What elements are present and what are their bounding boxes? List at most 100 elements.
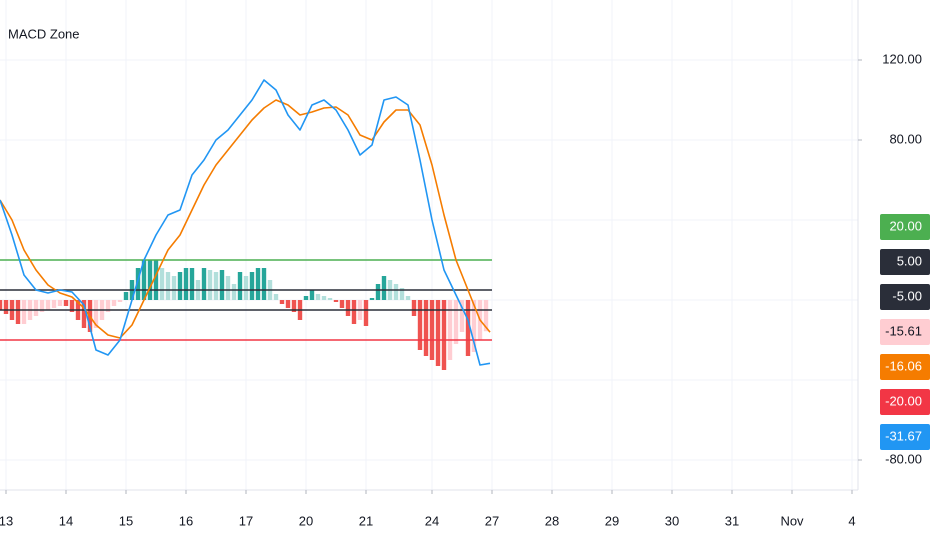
histogram-bar xyxy=(345,300,351,316)
histogram-bar xyxy=(243,276,249,300)
histogram-bar xyxy=(57,300,63,306)
price-label: 20.00 xyxy=(889,218,922,233)
grid xyxy=(0,0,858,490)
histogram-bar xyxy=(459,300,465,332)
price-label-box xyxy=(880,249,930,275)
histogram-bar xyxy=(45,300,51,310)
x-tick-label: 20 xyxy=(299,513,313,528)
histogram-bar xyxy=(435,300,441,366)
y-tick-label: 120.00 xyxy=(882,51,922,66)
price-label: 5.00 xyxy=(897,253,922,268)
price-label-box xyxy=(880,354,930,380)
histogram-bar xyxy=(363,300,369,326)
histogram-bar xyxy=(279,300,285,304)
histogram-bar xyxy=(237,272,243,300)
histogram-bar xyxy=(123,292,129,300)
histogram-bar xyxy=(255,268,261,300)
histogram-bar xyxy=(15,300,21,324)
histogram-bar xyxy=(327,298,333,300)
histogram-bar xyxy=(261,268,267,300)
histogram-bar xyxy=(93,300,99,328)
histogram-bar xyxy=(441,300,447,370)
histogram-bar xyxy=(423,300,429,356)
histogram-bar xyxy=(285,300,291,308)
x-tick-label: 14 xyxy=(59,513,73,528)
histogram-bar xyxy=(303,296,309,300)
price-label: -20.00 xyxy=(885,393,922,408)
histogram-bar xyxy=(3,300,9,314)
x-tick-label: 13 xyxy=(0,513,13,528)
x-tick-label: 27 xyxy=(485,513,499,528)
histogram-bar xyxy=(249,272,255,300)
histogram-bar xyxy=(393,284,399,300)
histogram-bar xyxy=(453,300,459,344)
histogram-bar xyxy=(405,296,411,300)
y-tick-label: 80.00 xyxy=(889,131,922,146)
histogram-bar xyxy=(81,300,87,328)
price-label: -15.61 xyxy=(885,323,922,338)
histogram-bar xyxy=(165,272,171,300)
x-tick-label: 15 xyxy=(119,513,133,528)
histogram-bar xyxy=(411,300,417,316)
series-line xyxy=(0,79,491,366)
histogram-bar xyxy=(39,300,45,312)
histogram-bar xyxy=(471,300,477,352)
histogram-bar xyxy=(369,298,375,300)
histogram-bar xyxy=(309,290,315,300)
price-label: -5.00 xyxy=(892,288,922,303)
price-label-box xyxy=(880,389,930,415)
histogram-bar xyxy=(183,268,189,300)
histogram-bar xyxy=(177,272,183,300)
histogram-bar xyxy=(483,300,489,332)
x-tick-label: 21 xyxy=(359,513,373,528)
histogram-bar xyxy=(417,300,423,350)
plot xyxy=(0,79,492,370)
histogram-bar xyxy=(333,300,339,302)
x-tick-label: 24 xyxy=(425,513,439,528)
histogram-bar xyxy=(153,260,159,300)
histogram-bar xyxy=(399,288,405,300)
histogram-bar xyxy=(111,300,117,306)
price-label-box xyxy=(880,319,930,345)
histogram-bar xyxy=(147,260,153,300)
histogram-bar xyxy=(159,268,165,300)
histogram-bar xyxy=(219,270,225,300)
histogram-bar xyxy=(447,300,453,360)
histogram-bar xyxy=(429,300,435,360)
price-label-box xyxy=(880,424,930,450)
histogram-bar xyxy=(375,284,381,300)
histogram-bar xyxy=(33,300,39,316)
price-label-box xyxy=(880,214,930,240)
histogram-bar xyxy=(0,300,3,310)
histogram-bar xyxy=(51,300,57,308)
histogram-bar xyxy=(207,270,213,300)
x-tick-label: 4 xyxy=(848,513,855,528)
x-tick-label: 30 xyxy=(665,513,679,528)
histogram-bar xyxy=(171,276,177,300)
histogram-bar xyxy=(273,294,279,300)
x-tick-label: 28 xyxy=(545,513,559,528)
x-tick-label: 31 xyxy=(725,513,739,528)
histogram-bar xyxy=(117,300,123,302)
histogram-bar xyxy=(189,268,195,300)
histogram-bar xyxy=(141,260,147,300)
histogram-bar xyxy=(231,284,237,300)
histogram-bar xyxy=(21,300,27,324)
x-tick-label: 29 xyxy=(605,513,619,528)
histogram-bar xyxy=(465,300,471,356)
histogram-bar xyxy=(351,300,357,324)
price-label: -16.06 xyxy=(885,358,922,373)
histogram-bar xyxy=(213,272,219,300)
histogram-bar xyxy=(69,300,75,312)
histogram-bar xyxy=(135,268,141,300)
x-tick-label: Nov xyxy=(780,513,804,528)
axes: 13 14 15 16 17 20 21 24 27 28 29 30 31 Nov 4 120.00 80.0… xyxy=(0,51,930,528)
histogram-bar xyxy=(381,276,387,300)
histogram-bar xyxy=(291,300,297,312)
histogram-bar xyxy=(339,300,345,308)
y-tick-label: -80.00 xyxy=(885,451,922,466)
histogram-bar xyxy=(105,300,111,312)
histogram-bar xyxy=(321,296,327,300)
x-tick-label: 16 xyxy=(179,513,193,528)
